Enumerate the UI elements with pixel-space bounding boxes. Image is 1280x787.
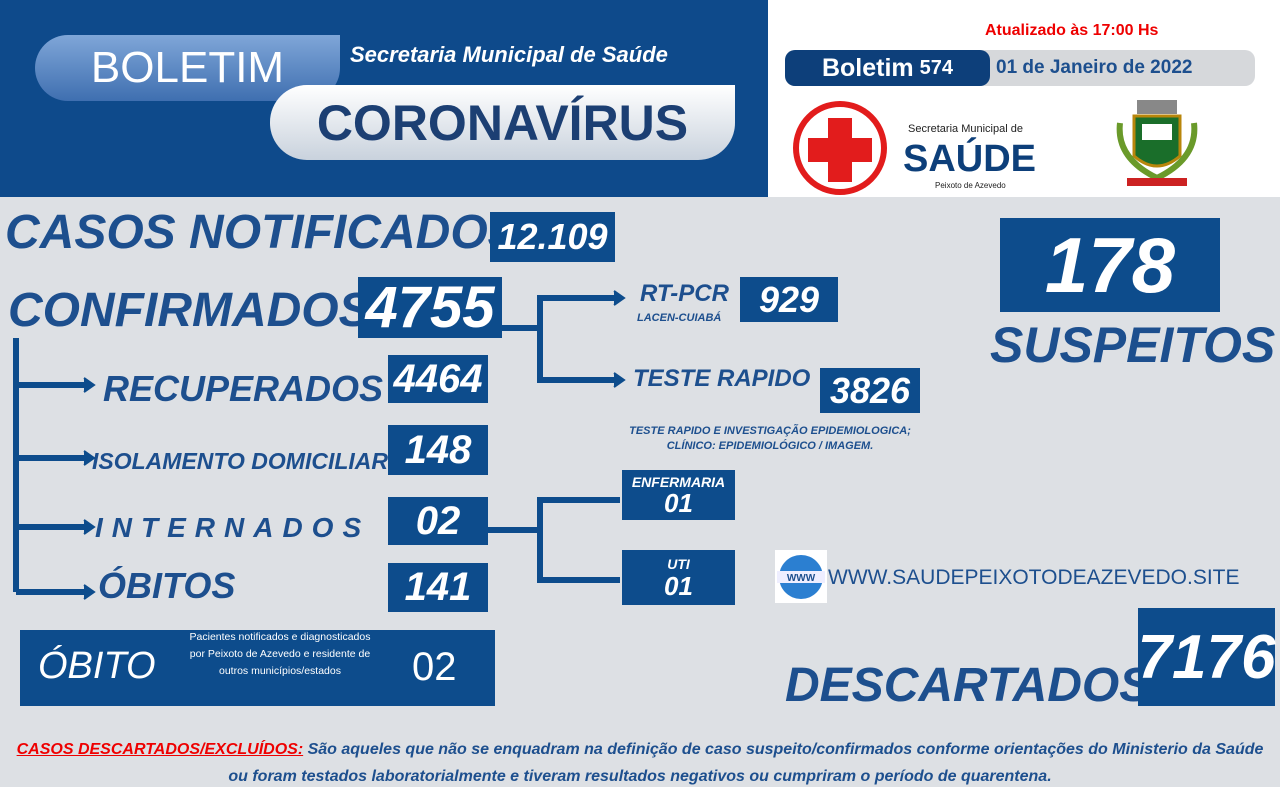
bulletin-number: 574 [919, 56, 954, 79]
confirmed-value: 4755 [358, 275, 502, 340]
notified-label: CASOS NOTIFICADOS [5, 206, 520, 259]
discarded-label: DESCARTADOS [785, 659, 1152, 712]
other-deaths-label: ÓBITO [38, 645, 156, 687]
recovered-label: RECUPERADOS [103, 368, 384, 409]
ward-box: ENFERMARIA 01 [622, 470, 735, 520]
website: WWW.SAUDEPEIXOTODEAZEVEDO.SITE [828, 566, 1240, 589]
isolation-value: 148 [388, 425, 488, 475]
logo-big: SAÚDE [903, 138, 1037, 180]
discarded-value: 7176 [1138, 608, 1275, 706]
date: 01 de Janeiro de 2022 [996, 57, 1193, 78]
title: CORONAVÍRUS [270, 85, 735, 160]
footer-term: CASOS DESCARTADOS/EXCLUÍDOS: [16, 741, 304, 758]
bulletin-label: Boletim [821, 53, 914, 82]
footer: CASOS DESCARTADOS/EXCLUÍDOS: São aqueles… [5, 736, 1275, 787]
suspects-label: SUSPEITOS [990, 317, 1276, 373]
icu-box: UTI 01 [622, 550, 735, 605]
footer-definition: São aqueles que não se enquadram na defi… [228, 741, 1264, 785]
icu-label: UTI [667, 555, 690, 572]
rapid-label: TESTE RAPIDO [633, 365, 811, 392]
other-deaths-note: Pacientes notificados e diagnosticados p… [189, 631, 371, 677]
hospitalized-value: 02 [388, 497, 488, 545]
hospitalized-label: INTERNADOS [95, 512, 371, 543]
bulletin-pill: Boletim 574 [785, 50, 990, 86]
other-deaths-box [20, 630, 495, 706]
rapid-value: 3826 [820, 368, 920, 413]
notified-value: 12.109 [490, 212, 615, 262]
health-logo-icon [793, 101, 887, 195]
rtpcr-sublabel: LACEN-CUIABÁ [637, 312, 722, 324]
updated: Atualizado às 17:00 Hs [985, 22, 1159, 39]
rapid-note: TESTE RAPIDO E INVESTIGAÇÃO EPIDEMIOLOGI… [629, 425, 911, 452]
other-deaths-value: 02 [412, 645, 457, 689]
svg-text:WWW: WWW [787, 573, 816, 584]
rtpcr-value: 929 [740, 277, 838, 322]
suspects-value: 178 [1000, 218, 1220, 312]
deaths-value: 141 [388, 563, 488, 612]
recovered-value: 4464 [388, 355, 488, 403]
deaths-label: ÓBITOS [98, 565, 236, 606]
ward-label: ENFERMARIA [631, 474, 726, 490]
subtitle: Secretaria Municipal de Saúde [350, 42, 668, 67]
ward-value: 01 [664, 488, 693, 518]
isolation-label: ISOLAMENTO DOMICILIAR [92, 448, 389, 474]
logo-city: Peixoto de Azevedo [935, 181, 1006, 190]
confirmed-label: CONFIRMADOS [8, 284, 371, 337]
logo-small: Secretaria Municipal de [908, 123, 1023, 135]
coat-of-arms [1116, 100, 1198, 186]
web-icon: WWW [775, 550, 827, 603]
icu-value: 01 [664, 570, 693, 601]
rtpcr-label: RT-PCR [640, 280, 729, 307]
